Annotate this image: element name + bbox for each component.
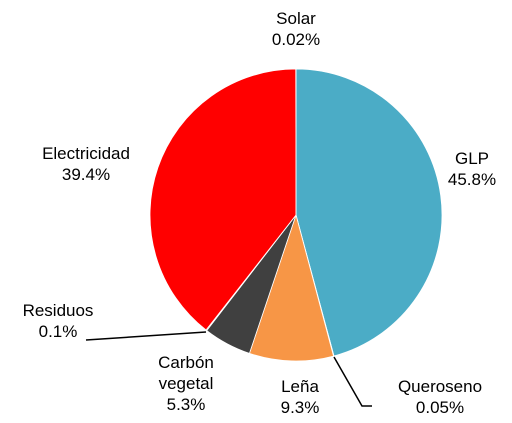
category-name: Solar [276, 9, 316, 28]
leader-line [333, 356, 372, 407]
value-label: 0.02% [271, 30, 321, 49]
slice-label: Leña 9.3% [260, 376, 340, 418]
category-name: Carbón vegetal [158, 353, 214, 393]
slice-label: Electricidad 39.4% [21, 143, 151, 185]
slice-label: Solar 0.02% [246, 8, 346, 50]
category-name: Electricidad [42, 144, 130, 163]
leader-line [85, 331, 207, 341]
pie-slice [149, 68, 297, 331]
value-label: 0.1% [38, 322, 78, 341]
pie-slice [295, 68, 443, 357]
slice-label: Carbón vegetal 5.3% [146, 352, 226, 415]
value-label: 9.3% [280, 398, 320, 417]
category-name: Residuos [22, 301, 94, 320]
category-name: GLP [454, 149, 490, 168]
slice-label: GLP 45.8% [427, 148, 512, 190]
category-name: Queroseno [397, 377, 483, 396]
slice-label: Queroseno 0.05% [385, 376, 495, 418]
slice-label: Residuos 0.1% [8, 300, 108, 342]
category-name: Leña [281, 377, 319, 396]
pie-slice [248, 213, 335, 362]
value-label: 0.05% [415, 398, 465, 417]
value-label: 39.4% [61, 165, 111, 184]
value-label: 5.3% [166, 395, 206, 414]
value-label: 45.8% [447, 170, 497, 189]
